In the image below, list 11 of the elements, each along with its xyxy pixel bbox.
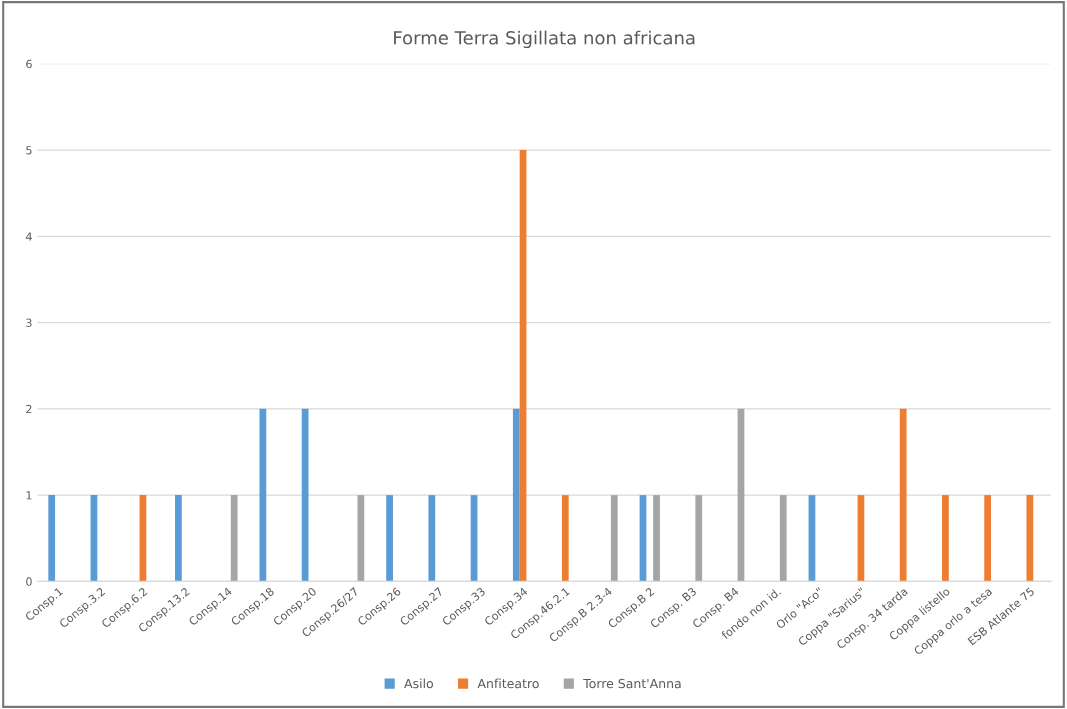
y-tick-label: 1 — [26, 491, 32, 500]
legend-label: Torre Sant'Anna — [583, 678, 681, 689]
y-tick-label: 4 — [25, 232, 32, 241]
y-tick-label: 3 — [26, 318, 32, 327]
chart-title: Forme Terra Sigillata non africana — [394, 30, 695, 49]
y-tick-label: 5 — [26, 146, 32, 155]
y-tick-label: 2 — [26, 404, 32, 414]
legend-label: Anfiteatro — [477, 678, 539, 689]
y-tick-label: 0 — [26, 577, 32, 586]
legend-label: Asilo — [404, 678, 434, 689]
y-tick-label: 6 — [26, 59, 32, 69]
